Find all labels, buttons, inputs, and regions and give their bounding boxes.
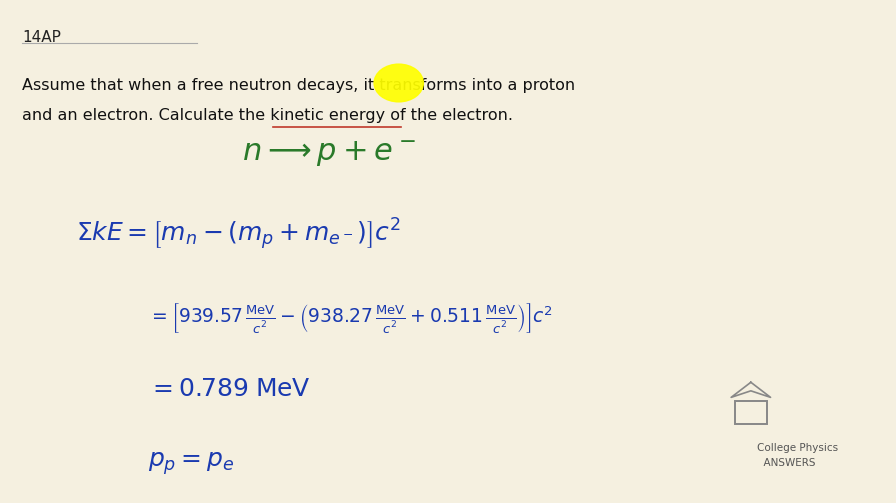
Text: College Physics
  ANSWERS: College Physics ANSWERS — [757, 443, 839, 468]
Text: and an electron. Calculate the kinetic energy of the electron.: and an electron. Calculate the kinetic e… — [22, 108, 513, 123]
Text: $= \left[939.57\,\frac{\mathrm{MeV}}{c^2} - \left(938.27\,\frac{\mathrm{MeV}}{c^: $= \left[939.57\,\frac{\mathrm{MeV}}{c^2… — [148, 301, 553, 335]
Text: $= 0.789\;\mathrm{MeV}$: $= 0.789\;\mathrm{MeV}$ — [148, 378, 311, 401]
Text: Assume that when a free neutron decays, it transforms into a proton: Assume that when a free neutron decays, … — [22, 78, 575, 93]
Ellipse shape — [375, 64, 424, 102]
Text: $p_p = p_e$: $p_p = p_e$ — [148, 450, 234, 477]
Text: $n \longrightarrow p + e^-$: $n \longrightarrow p + e^-$ — [242, 138, 416, 169]
Text: 14AP: 14AP — [22, 30, 61, 45]
Text: $\Sigma kE = \left[m_n - \left(m_p + m_{e^-}\right)\right]c^2$: $\Sigma kE = \left[m_n - \left(m_p + m_{… — [76, 216, 401, 252]
